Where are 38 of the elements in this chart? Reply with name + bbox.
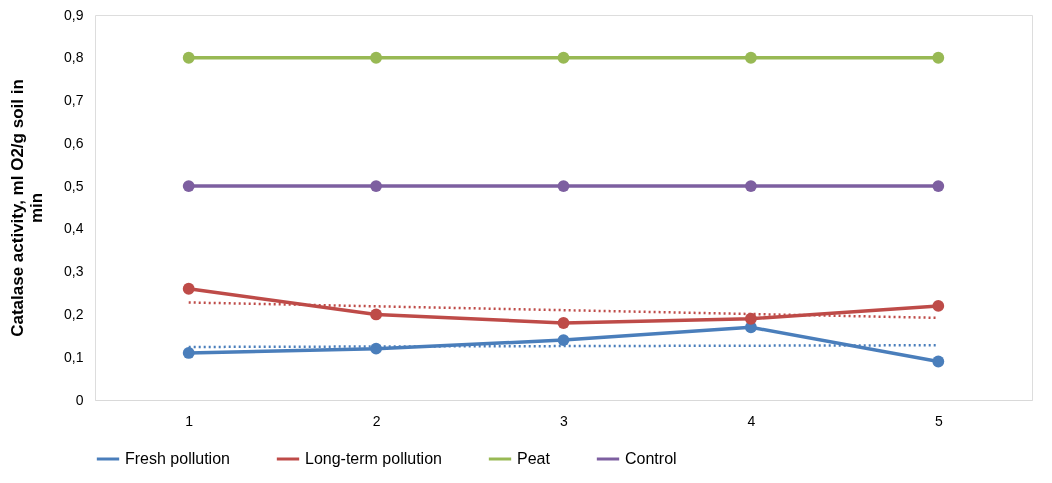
y-tick-label: 0,1: [64, 348, 84, 365]
point: [370, 308, 383, 321]
x-tick-label: 4: [747, 412, 756, 429]
legend-label: Peat: [517, 450, 551, 467]
point: [744, 312, 757, 325]
y-tick-label: 0,7: [64, 92, 84, 109]
point: [557, 51, 570, 64]
point: [744, 180, 757, 193]
x-tick-label: 2: [372, 412, 381, 429]
x-tick-label: 1: [185, 412, 194, 429]
legend-label: Control: [625, 450, 677, 467]
point: [932, 355, 945, 368]
y-tick-label: 0,8: [64, 49, 84, 66]
point: [932, 180, 945, 193]
point: [557, 317, 570, 329]
y-axis-title: Catalase activity, ml O2/g soil in min: [8, 79, 47, 337]
y-tick-label: 0,5: [64, 177, 84, 194]
point: [557, 180, 570, 193]
point: [182, 180, 195, 193]
point: [744, 51, 757, 64]
y-tick-label: 0,3: [64, 263, 84, 280]
y-tick-label: 0,6: [64, 134, 84, 151]
y-tick-label: 0: [75, 391, 84, 408]
point: [370, 51, 383, 64]
point: [182, 51, 195, 64]
y-tick-label: 0,2: [64, 305, 84, 322]
point: [182, 282, 195, 295]
y-tick-label: 0,4: [64, 220, 84, 237]
point: [932, 299, 945, 312]
point: [182, 347, 195, 359]
point: [370, 180, 383, 193]
legend-label: Long-term pollution: [305, 450, 442, 467]
y-tick-label: 0,9: [64, 6, 84, 23]
x-tick-label: 5: [934, 412, 943, 429]
point: [932, 51, 945, 64]
legend-label: Fresh pollution: [125, 450, 230, 467]
x-tick-label: 3: [560, 412, 569, 429]
point: [557, 334, 570, 347]
